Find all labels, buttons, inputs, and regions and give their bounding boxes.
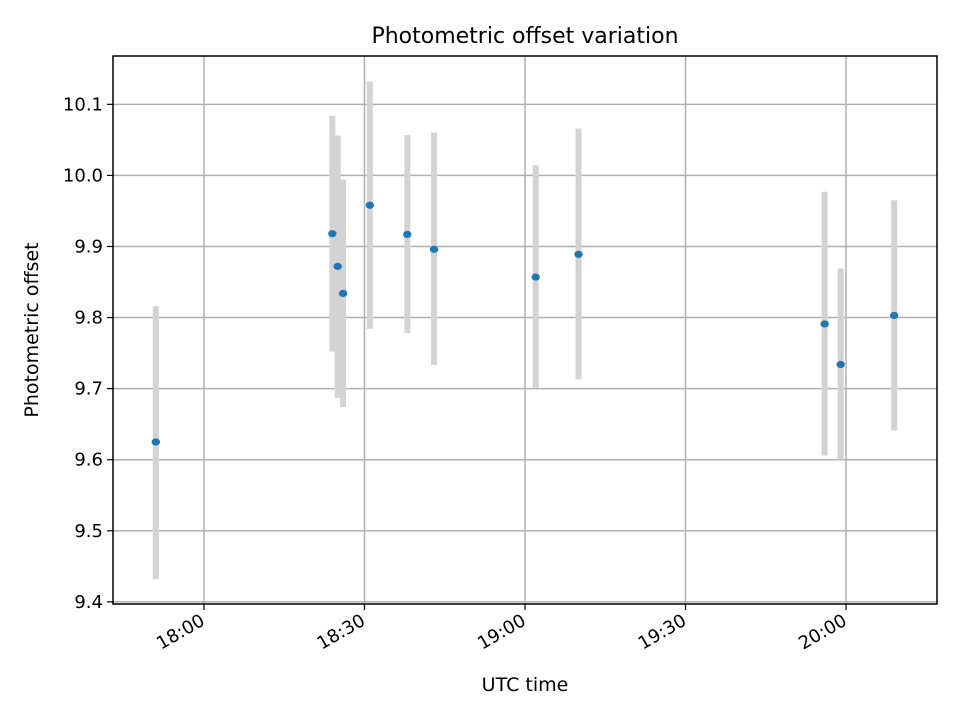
data-points [151, 201, 899, 446]
chart-title: Photometric offset variation [371, 24, 678, 49]
data-point [365, 201, 375, 209]
x-axis-label: UTC time [482, 674, 569, 696]
y-axis-ticks: 9.4 9.5 9.6 9.7 9.8 9.9 10.0 10.1 [63, 94, 113, 613]
y-tick-label: 9.5 [74, 521, 103, 542]
y-tick-label: 10.0 [63, 165, 103, 186]
y-tick-label: 9.8 [74, 308, 103, 329]
data-point [328, 230, 337, 238]
y-tick-label: 10.1 [63, 94, 103, 115]
y-tick-label: 9.6 [74, 450, 103, 471]
y-tick-label: 9.9 [74, 236, 103, 257]
data-point [403, 230, 412, 239]
grid [113, 56, 937, 604]
y-tick-label: 9.7 [74, 379, 103, 400]
data-point [429, 245, 439, 253]
data-point [889, 311, 899, 320]
data-point [338, 289, 348, 297]
data-point [151, 438, 161, 446]
data-point [836, 360, 845, 369]
data-point [333, 262, 342, 270]
data-point [820, 320, 829, 328]
y-axis-label: Photometric offset [21, 242, 43, 417]
y-tick-label: 9.4 [74, 592, 103, 613]
data-point [531, 273, 540, 281]
data-point [574, 250, 583, 258]
